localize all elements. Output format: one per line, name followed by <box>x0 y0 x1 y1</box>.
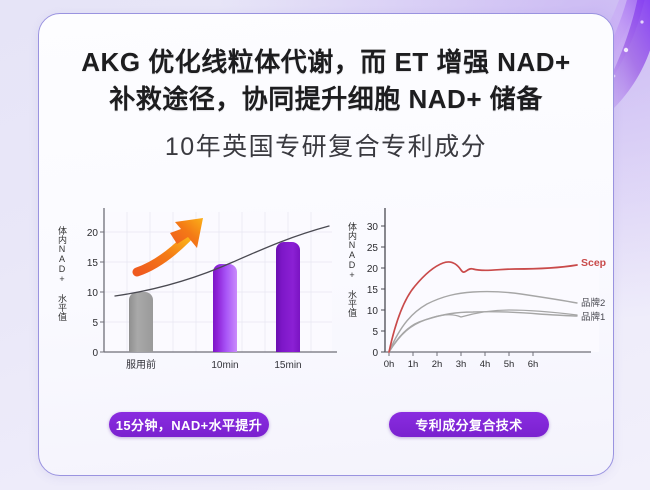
svg-text:20: 20 <box>367 264 379 275</box>
subheading: 10年英国专研复合专利成分 <box>164 133 488 161</box>
content-card: AKG 优化线粒体代谢，而 ET 增强 NAD+ 补救途径，协同提升细胞 NAD… <box>38 13 614 476</box>
left-chart-svg: 0 5 10 15 20 <box>87 208 337 371</box>
caption-pill-left[interactable]: 15分钟，NAD+水平提升 <box>109 412 269 437</box>
left-chart-ylabel: 体内NAD+ 水平值 <box>57 226 67 321</box>
svg-text:25: 25 <box>367 243 379 254</box>
right-chart-xtick-3: 3h <box>456 359 467 370</box>
right-chart-legend-scep: Scep <box>581 257 606 269</box>
heading-line-2: 补救途径，协同提升细胞 NAD+ 储备 <box>109 84 543 114</box>
right-chart-xtick-5: 5h <box>504 359 515 370</box>
svg-text:5: 5 <box>92 318 98 329</box>
svg-text:5: 5 <box>372 327 378 338</box>
svg-text:10: 10 <box>367 306 379 317</box>
right-chart: 体内NAD+ 水平值 <box>339 204 607 384</box>
svg-text:10: 10 <box>87 288 99 299</box>
svg-text:30: 30 <box>367 222 379 233</box>
right-chart-legend-brand2: 品牌2 <box>581 297 605 309</box>
svg-text:0: 0 <box>92 348 98 359</box>
right-chart-xtick-0: 0h <box>384 359 395 370</box>
charts-row: 体内NAD+ 水平值 <box>39 204 613 384</box>
right-chart-xtick-1: 1h <box>408 359 419 370</box>
right-chart-xtick-6: 6h <box>528 359 539 370</box>
svg-text:15: 15 <box>367 285 379 296</box>
left-chart-xtick-2: 15min <box>274 360 301 371</box>
heading-line-1: AKG 优化线粒体代谢，而 ET 增强 NAD+ <box>81 47 571 77</box>
left-chart-xtick-0: 服用前 <box>126 358 156 371</box>
heading-block: AKG 优化线粒体代谢，而 ET 增强 NAD+ 补救途径，协同提升细胞 NAD… <box>39 44 613 163</box>
right-chart-legend-brand1: 品牌1 <box>581 311 605 323</box>
captions-row: 15分钟，NAD+水平提升 专利成分复合技术 <box>39 204 613 454</box>
right-chart-xtick-4: 4h <box>480 359 491 370</box>
caption-pill-right[interactable]: 专利成分复合技术 <box>389 412 549 437</box>
svg-text:0: 0 <box>372 348 378 359</box>
right-chart-svg: 0 5 10 15 20 25 30 <box>367 208 606 370</box>
right-chart-xtick-2: 2h <box>432 359 443 370</box>
svg-text:15: 15 <box>87 258 99 269</box>
left-chart: 体内NAD+ 水平值 <box>47 204 339 384</box>
svg-text:20: 20 <box>87 228 99 239</box>
right-chart-ylabel: 体内NAD+ 水平值 <box>347 222 357 317</box>
left-chart-xtick-1: 10min <box>211 360 238 371</box>
